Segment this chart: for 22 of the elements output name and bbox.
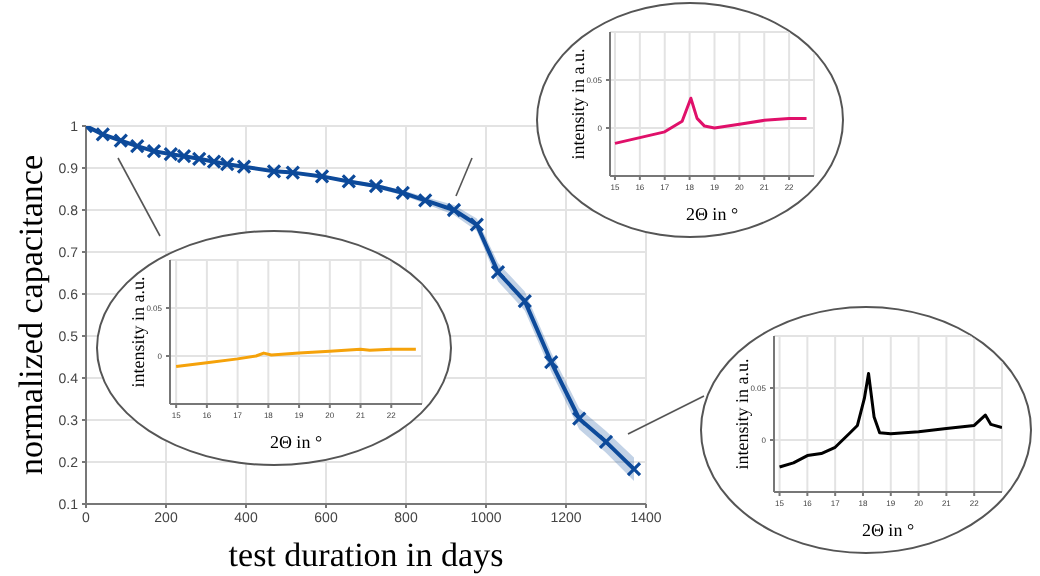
x-axis-title: 2Θ in ° [685, 204, 739, 224]
line-series [174, 347, 418, 369]
point [490, 264, 506, 280]
point [626, 461, 642, 477]
line-series [778, 371, 1002, 469]
point [469, 217, 485, 233]
point [446, 202, 462, 218]
point [543, 354, 559, 370]
point [598, 434, 614, 450]
y-axis-title: normalized capacitance [12, 155, 51, 475]
point [571, 411, 587, 427]
point [95, 126, 111, 142]
x-axis-title: 2Θ in ° [861, 520, 915, 540]
x-axis-title: test duration in days [228, 536, 504, 574]
point [314, 168, 330, 184]
point [395, 185, 411, 201]
x-axis-title: 2Θ in ° [269, 432, 323, 452]
point [517, 293, 533, 309]
point [341, 173, 357, 190]
point [368, 178, 384, 194]
point [417, 192, 433, 208]
line-series [613, 96, 809, 145]
